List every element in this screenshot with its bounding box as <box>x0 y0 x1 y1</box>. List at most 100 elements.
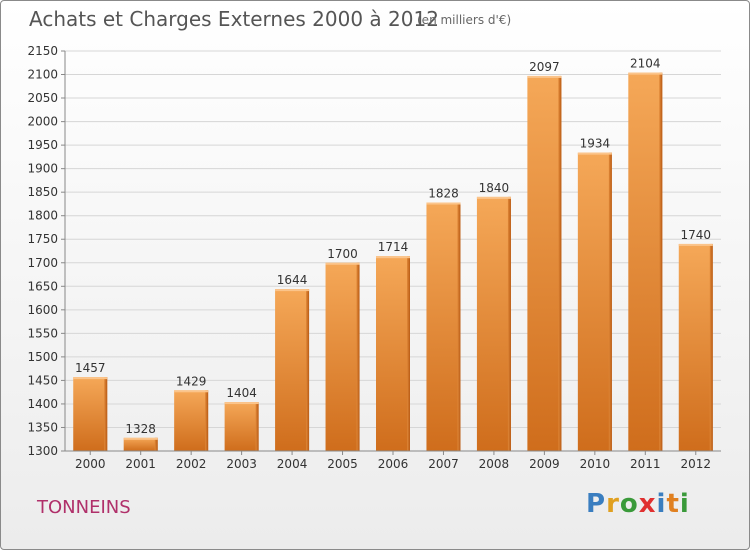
bar-top <box>325 262 360 265</box>
bar <box>73 377 108 451</box>
y-tick-label: 1400 <box>27 397 58 411</box>
x-tick-label: 2012 <box>680 457 711 471</box>
chart-title: Achats et Charges Externes 2000 à 2012 <box>29 7 439 31</box>
bar <box>577 152 612 451</box>
x-tick-label: 2001 <box>125 457 156 471</box>
bar <box>123 437 158 451</box>
bar-top <box>577 152 612 155</box>
bar-edge <box>507 196 511 451</box>
bar <box>224 402 259 451</box>
bar-top <box>174 390 209 393</box>
bar-edge <box>558 75 562 452</box>
logo-letter: r <box>606 489 620 519</box>
y-tick-label: 1950 <box>27 138 58 152</box>
x-tick-label: 2000 <box>75 457 106 471</box>
chart-subtitle: (en milliers d'€) <box>417 13 512 27</box>
bar-top <box>426 202 461 205</box>
x-tick-label: 2007 <box>428 457 459 471</box>
bar <box>678 243 713 451</box>
y-tick-label: 1450 <box>27 373 58 387</box>
x-tick-label: 2005 <box>327 457 358 471</box>
y-tick-label: 1550 <box>27 326 58 340</box>
x-axis: 2000 2001 2002 2003 2004 2005 2006 2007 2008 2009… <box>65 450 721 471</box>
data-label: 1740 <box>680 228 711 242</box>
data-label: 1429 <box>176 374 207 388</box>
y-tick-label: 1600 <box>27 303 58 317</box>
data-label: 1714 <box>378 240 409 254</box>
place-name: TONNEINS <box>37 497 131 518</box>
data-labels: 1457 1328 1429 1404 1644 1700 1714 1828 1840 2097… <box>75 57 711 436</box>
x-tick-label: 2002 <box>176 457 207 471</box>
logo-letter: i <box>679 489 690 519</box>
y-tick-label: 1800 <box>27 209 58 223</box>
bar-edge <box>659 72 663 451</box>
bar-top <box>275 289 310 292</box>
bar <box>376 256 410 451</box>
data-label: 2104 <box>630 57 661 71</box>
bar-edge <box>356 262 360 451</box>
bar-edge <box>608 152 612 451</box>
bar-edge <box>709 243 713 451</box>
y-tick-label: 2150 <box>27 44 58 58</box>
bar <box>174 390 209 451</box>
bar-top <box>123 437 158 440</box>
y-tick-label: 1650 <box>27 279 58 293</box>
x-tick-label: 2004 <box>277 457 308 471</box>
data-label: 2097 <box>529 60 560 74</box>
x-tick-label: 2009 <box>529 457 560 471</box>
bar <box>426 202 461 451</box>
bar-top <box>476 196 511 199</box>
y-tick-label: 1850 <box>27 185 58 199</box>
logo-letter: o <box>619 489 639 519</box>
y-tick-label: 1700 <box>27 256 58 270</box>
bar-edge <box>457 202 461 451</box>
x-tick-label: 2008 <box>479 457 510 471</box>
data-label: 1328 <box>125 422 156 436</box>
bar-top <box>628 72 663 75</box>
bar-top <box>678 243 713 246</box>
data-label: 1644 <box>277 273 308 287</box>
y-tick-label: 1750 <box>27 232 58 246</box>
bar-top <box>73 377 108 380</box>
bar-edge <box>306 289 310 451</box>
data-label: 1840 <box>479 181 510 195</box>
x-tick-label: 2006 <box>378 457 409 471</box>
y-tick-label: 1500 <box>27 350 58 364</box>
x-tick-label: 2010 <box>580 457 611 471</box>
data-label: 1934 <box>580 137 611 151</box>
y-axis: 1300 1350 1400 1450 1500 1550 1600 1650 1700 1750… <box>27 44 66 458</box>
y-tick-label: 2100 <box>27 68 58 82</box>
x-tick-label: 2011 <box>630 457 661 471</box>
data-label: 1700 <box>327 247 358 261</box>
data-label: 1828 <box>428 187 459 201</box>
bar <box>476 196 511 451</box>
data-label: 1457 <box>75 361 106 375</box>
y-tick-label: 2050 <box>27 91 58 105</box>
y-tick-label: 1900 <box>27 162 58 176</box>
bar-top <box>376 256 410 259</box>
logo-letter: i <box>656 489 667 519</box>
bar-edge <box>407 256 410 451</box>
bar-top <box>527 75 562 78</box>
data-label: 1404 <box>226 386 257 400</box>
bar-edge <box>255 402 259 451</box>
bars <box>73 72 713 452</box>
logo-letter: P <box>586 489 607 519</box>
y-tick-label: 1300 <box>27 444 58 458</box>
bar-edge <box>104 377 108 451</box>
bar <box>527 75 562 452</box>
bar <box>628 72 663 451</box>
bar <box>275 289 310 451</box>
logo-letter: t <box>666 489 680 519</box>
logo-letter: x <box>638 489 657 519</box>
y-tick-label: 1350 <box>27 420 58 434</box>
bar-top <box>224 402 259 405</box>
bar-edge <box>154 437 158 451</box>
bar-edge <box>205 390 209 451</box>
bar <box>325 262 360 451</box>
x-tick-label: 2003 <box>226 457 257 471</box>
y-tick-label: 2000 <box>27 115 58 129</box>
proxiti-logo: Proxiti <box>586 489 690 519</box>
